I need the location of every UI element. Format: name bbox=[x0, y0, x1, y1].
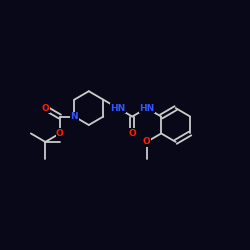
Text: O: O bbox=[128, 129, 136, 138]
Text: N: N bbox=[70, 112, 78, 121]
Text: O: O bbox=[143, 138, 150, 146]
Text: HN: HN bbox=[110, 104, 126, 112]
Text: HN: HN bbox=[139, 104, 154, 112]
Text: O: O bbox=[56, 129, 64, 138]
Text: O: O bbox=[42, 104, 49, 112]
